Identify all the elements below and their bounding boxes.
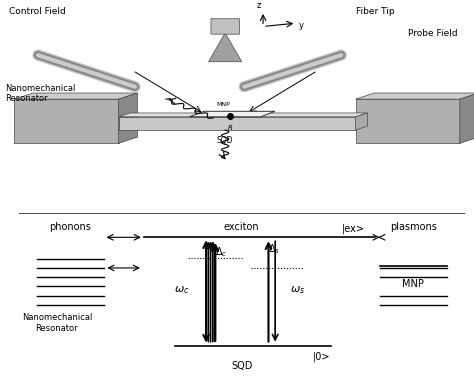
FancyBboxPatch shape: [211, 19, 239, 34]
Text: z: z: [256, 1, 261, 10]
Polygon shape: [190, 111, 275, 117]
Polygon shape: [14, 93, 137, 99]
Polygon shape: [209, 33, 242, 62]
Text: |0>: |0>: [313, 352, 331, 362]
Text: Nanomechanical
Resonator: Nanomechanical Resonator: [22, 314, 92, 333]
Text: $\Delta_s$: $\Delta_s$: [268, 243, 281, 256]
Text: SQD: SQD: [217, 136, 233, 144]
Text: |ex>: |ex>: [342, 224, 365, 234]
Text: exciton: exciton: [224, 222, 260, 232]
Text: $\Delta_c$: $\Delta_c$: [215, 245, 228, 258]
Text: plasmons: plasmons: [390, 222, 437, 232]
Text: y: y: [299, 21, 304, 30]
Text: R: R: [228, 125, 232, 130]
Text: Control Field: Control Field: [9, 6, 66, 16]
Text: MNP: MNP: [216, 102, 230, 107]
Text: $\omega_c$: $\omega_c$: [174, 285, 189, 296]
Text: phonons: phonons: [49, 222, 91, 232]
Polygon shape: [356, 113, 367, 130]
Polygon shape: [118, 113, 367, 117]
Text: SQD: SQD: [231, 361, 253, 371]
Polygon shape: [356, 93, 474, 99]
Text: $\omega_s$: $\omega_s$: [290, 285, 305, 296]
Polygon shape: [356, 99, 460, 143]
Polygon shape: [460, 93, 474, 143]
Text: Fiber Tip: Fiber Tip: [356, 6, 394, 16]
Text: MNP: MNP: [402, 279, 424, 289]
Polygon shape: [14, 99, 118, 143]
Text: Nanomechanical
Resonator: Nanomechanical Resonator: [5, 84, 75, 103]
Polygon shape: [118, 117, 356, 130]
Polygon shape: [118, 93, 137, 143]
Text: Probe Field: Probe Field: [408, 28, 457, 38]
FancyBboxPatch shape: [8, 213, 474, 380]
